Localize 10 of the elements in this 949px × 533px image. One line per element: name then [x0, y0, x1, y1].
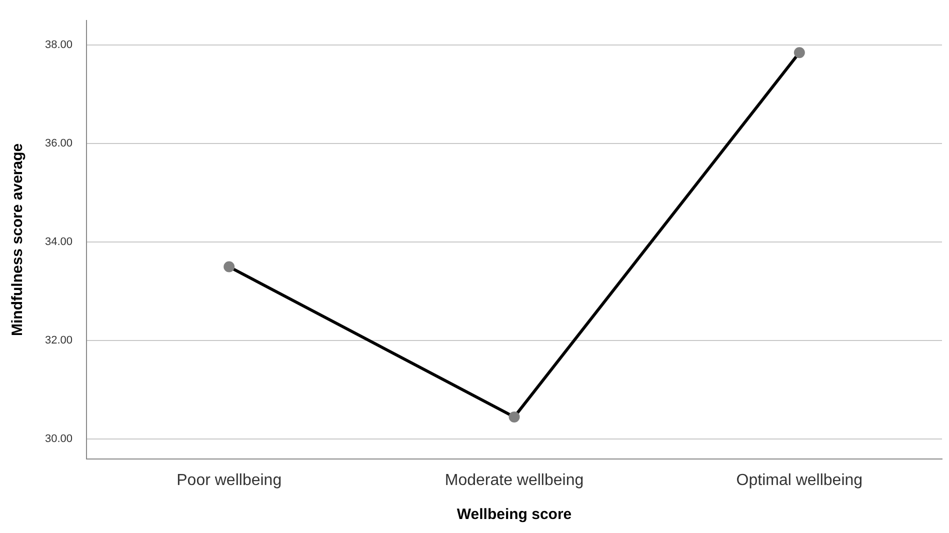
y-tick-label: 30.00: [44, 433, 73, 446]
y-tick-label: 32.00: [44, 334, 73, 347]
x-tick-label: Moderate wellbeing: [444, 472, 584, 489]
x-tick-label: Poor wellbeing: [176, 472, 282, 489]
y-tick-label: 36.00: [44, 138, 73, 150]
y-axis-title: Mindfulness score average: [9, 143, 26, 336]
y-tick-label: 34.00: [44, 236, 73, 248]
x-axis-title: Wellbeing score: [456, 506, 572, 524]
y-tick-label: 38.00: [44, 39, 73, 52]
x-tick-label: Optimal wellbeing: [736, 472, 863, 489]
